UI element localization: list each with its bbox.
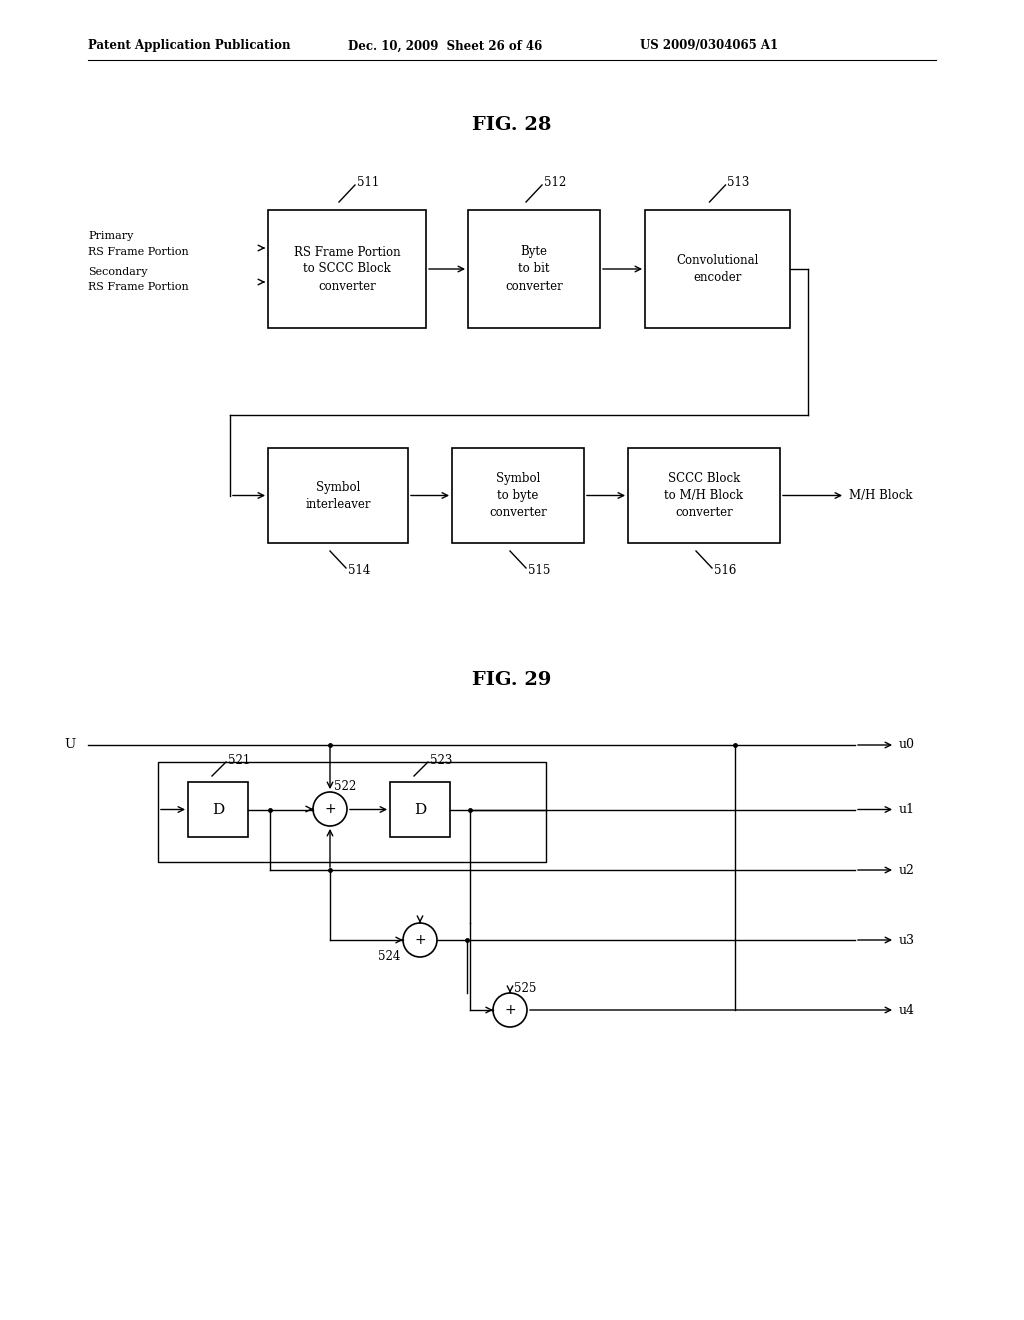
- Text: u2: u2: [899, 863, 914, 876]
- Text: 515: 515: [528, 564, 550, 577]
- Text: Dec. 10, 2009  Sheet 26 of 46: Dec. 10, 2009 Sheet 26 of 46: [348, 40, 543, 53]
- Bar: [268, 210, 426, 327]
- Text: US 2009/0304065 A1: US 2009/0304065 A1: [640, 40, 778, 53]
- Bar: [158, 762, 546, 862]
- Text: 521: 521: [228, 754, 250, 767]
- Text: Symbol
to byte
converter: Symbol to byte converter: [489, 473, 547, 519]
- Text: U: U: [65, 738, 76, 751]
- Text: FIG. 29: FIG. 29: [472, 671, 552, 689]
- Text: u1: u1: [899, 803, 915, 816]
- Text: FIG. 28: FIG. 28: [472, 116, 552, 135]
- Text: 514: 514: [348, 564, 371, 577]
- Text: 523: 523: [430, 754, 453, 767]
- Text: +: +: [504, 1003, 516, 1016]
- Text: RS Frame Portion: RS Frame Portion: [88, 247, 188, 257]
- Text: M/H Block: M/H Block: [849, 488, 912, 502]
- Text: Convolutional
encoder: Convolutional encoder: [676, 253, 759, 284]
- Text: u0: u0: [899, 738, 915, 751]
- Bar: [628, 447, 780, 543]
- Bar: [452, 447, 584, 543]
- Bar: [468, 210, 600, 327]
- Text: Secondary: Secondary: [88, 267, 147, 277]
- Bar: [188, 781, 248, 837]
- Text: Symbol
interleaver: Symbol interleaver: [305, 480, 371, 511]
- Bar: [390, 781, 450, 837]
- Text: +: +: [414, 933, 426, 946]
- Text: u3: u3: [899, 933, 915, 946]
- Text: 512: 512: [544, 177, 566, 190]
- Bar: [268, 447, 408, 543]
- Text: D: D: [212, 803, 224, 817]
- Text: 525: 525: [514, 982, 537, 994]
- Text: u4: u4: [899, 1003, 915, 1016]
- Text: SCCC Block
to M/H Block
converter: SCCC Block to M/H Block converter: [665, 473, 743, 519]
- Text: 511: 511: [357, 177, 379, 190]
- Text: 524: 524: [378, 949, 400, 962]
- Text: RS Frame Portion: RS Frame Portion: [88, 282, 188, 292]
- Text: +: +: [325, 803, 336, 816]
- Text: Primary: Primary: [88, 231, 133, 242]
- Text: D: D: [414, 803, 426, 817]
- Text: Byte
to bit
converter: Byte to bit converter: [505, 246, 563, 293]
- Text: RS Frame Portion
to SCCC Block
converter: RS Frame Portion to SCCC Block converter: [294, 246, 400, 293]
- Text: 522: 522: [334, 780, 356, 793]
- Bar: [645, 210, 790, 327]
- Text: Patent Application Publication: Patent Application Publication: [88, 40, 291, 53]
- Text: 513: 513: [727, 177, 750, 190]
- Text: 516: 516: [714, 564, 736, 577]
